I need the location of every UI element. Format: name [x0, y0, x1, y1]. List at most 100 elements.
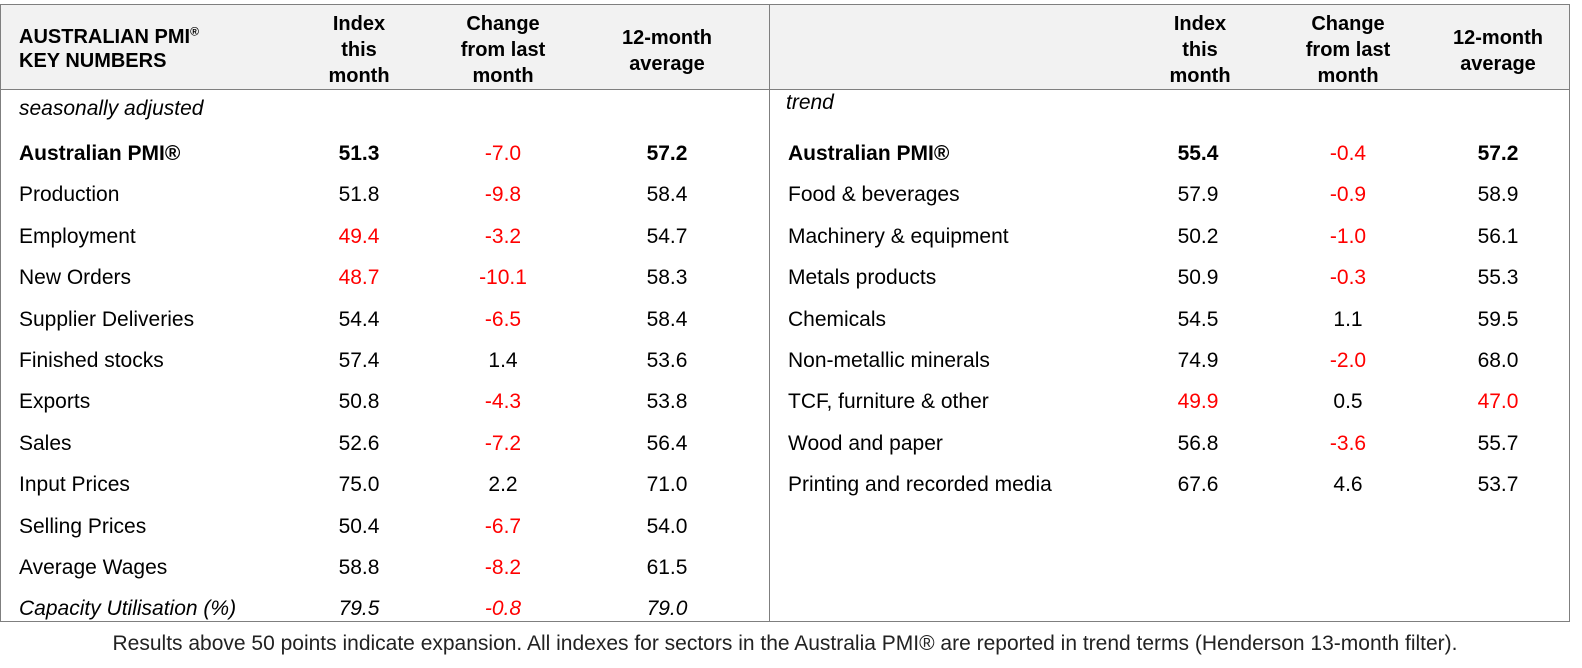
average-value: 57.2	[646, 142, 688, 165]
row-label: Australian PMI®	[788, 142, 950, 165]
table-row: New Orders 48.7 -10.1 58.3	[1, 258, 769, 299]
index-value: 51.3	[338, 142, 380, 165]
average-value: 53.8	[646, 390, 688, 414]
table-row: Supplier Deliveries 54.4 -6.5 58.4	[1, 300, 769, 341]
registered-mark: ®	[190, 24, 199, 39]
pmi-key-numbers-table: AUSTRALIAN PMI® KEY NUMBERS Index this mon…	[0, 4, 1570, 622]
row-label: Machinery & equipment	[788, 224, 1009, 248]
average-value: 71.0	[646, 473, 688, 497]
left-header-row: AUSTRALIAN PMI® KEY NUMBERS Index this mon…	[1, 5, 769, 90]
average-value: 47.0	[1477, 390, 1519, 414]
row-label: Chemicals	[788, 307, 887, 331]
change-value: -0.8	[484, 597, 522, 621]
title-line-1: AUSTRALIAN PMI	[19, 26, 191, 48]
change-value: -2.0	[1329, 349, 1367, 372]
table-row: Selling Prices 50.4 -6.7 54.0	[1, 507, 769, 548]
row-label: Wood and paper	[788, 431, 943, 455]
table-row: Input Prices 75.0 2.2 71.0	[1, 465, 769, 506]
index-value: 50.9	[1177, 266, 1219, 290]
average-value: 58.3	[646, 266, 688, 290]
index-value: 58.8	[338, 556, 380, 579]
title-line-2: KEY NUMBERS	[19, 50, 167, 72]
average-value: 68.0	[1477, 349, 1519, 372]
average-value: 56.1	[1477, 224, 1519, 248]
row-label: Supplier Deliveries	[19, 307, 195, 331]
row-label: Capacity Utilisation (%)	[19, 597, 237, 621]
index-value: 49.4	[338, 224, 380, 248]
table-row: Australian PMI® 51.3 -7.0 57.2	[1, 134, 769, 175]
footnote: Results above 50 points indicate expansi…	[112, 632, 1458, 655]
average-value: 56.4	[646, 431, 688, 455]
change-value: -0.3	[1329, 266, 1367, 290]
change-value: -3.6	[1329, 431, 1367, 455]
change-value: -0.4	[1329, 142, 1367, 165]
change-value: -4.3	[484, 390, 522, 414]
table-row: Finished stocks 57.4 1.4 53.6	[1, 341, 769, 382]
row-label: Food & beverages	[788, 183, 960, 207]
header-index-this-month: Index this month	[328, 13, 390, 87]
seasonally-adjusted-label: seasonally adjusted	[19, 97, 204, 120]
table-row: Capacity Utilisation (%) 79.5 -0.8 79.0	[1, 589, 769, 630]
header-change-from-last-month: Change from last month	[460, 13, 546, 87]
average-value: 57.2	[1477, 142, 1519, 165]
index-value: 74.9	[1177, 349, 1219, 372]
change-value: -0.9	[1329, 183, 1367, 207]
change-value: 2.2	[488, 473, 518, 497]
index-value: 54.4	[338, 307, 380, 331]
change-value: -7.2	[484, 431, 522, 455]
index-value: 55.4	[1177, 142, 1219, 165]
average-value: 61.5	[646, 556, 688, 579]
header-index-this-month-trend: Index this month	[1169, 13, 1231, 87]
header-12-month-average-trend: 12-month average	[1453, 27, 1543, 75]
index-value: 57.4	[338, 349, 380, 372]
table-row: Chemicals 54.5 1.1 59.5	[770, 300, 1569, 341]
change-value: 0.5	[1333, 390, 1363, 414]
index-value: 51.8	[338, 183, 380, 207]
index-value: 75.0	[338, 473, 380, 497]
row-label: Metals products	[788, 266, 937, 290]
index-value: 57.9	[1177, 183, 1219, 207]
table-row: Sales 52.6 -7.2 56.4	[1, 424, 769, 465]
index-value: 50.2	[1177, 224, 1219, 248]
index-value: 50.4	[338, 514, 380, 538]
index-value: 67.6	[1177, 473, 1219, 497]
row-label: Non-metallic minerals	[788, 349, 990, 372]
average-value: 58.4	[646, 307, 688, 331]
table-row: Employment 49.4 -3.2 54.7	[1, 217, 769, 258]
table-row: Metals products 50.9 -0.3 55.3	[770, 258, 1569, 299]
average-value: 58.4	[646, 183, 688, 207]
average-value: 79.0	[646, 597, 688, 621]
index-value: 50.8	[338, 390, 380, 414]
change-value: 1.1	[1333, 307, 1363, 331]
index-value: 48.7	[338, 266, 380, 290]
index-value: 49.9	[1177, 390, 1219, 414]
change-value: -8.2	[484, 556, 522, 579]
right-header-row: Index this month Change from last month 12-m…	[770, 5, 1569, 90]
row-label: Average Wages	[19, 556, 168, 579]
row-label: Sales	[19, 431, 72, 455]
change-value: -7.0	[484, 142, 522, 165]
average-value: 55.7	[1477, 431, 1519, 455]
average-value: 55.3	[1477, 266, 1519, 290]
index-value: 56.8	[1177, 431, 1219, 455]
table-row: Australian PMI® 55.4 -0.4 57.2	[770, 134, 1569, 175]
row-label: New Orders	[19, 266, 132, 290]
index-value: 52.6	[338, 431, 380, 455]
change-value: -10.1	[479, 266, 527, 290]
index-value: 54.5	[1177, 307, 1219, 331]
change-value: -6.7	[484, 514, 522, 538]
table-row: Machinery & equipment 50.2 -1.0 56.1	[770, 217, 1569, 258]
average-value: 53.6	[646, 349, 688, 372]
change-value: 4.6	[1333, 473, 1363, 497]
average-value: 54.7	[646, 224, 688, 248]
change-value: 1.4	[488, 349, 518, 372]
table-row: Printing and recorded media 67.6 4.6 53.7	[770, 465, 1569, 506]
average-value: 54.0	[646, 514, 688, 538]
row-label: Exports	[19, 390, 91, 414]
average-value: 59.5	[1477, 307, 1519, 331]
change-value: -3.2	[484, 224, 522, 248]
header-12-month-average: 12-month average	[622, 27, 712, 75]
table-row: Exports 50.8 -4.3 53.8	[1, 382, 769, 423]
change-value: -6.5	[484, 307, 522, 331]
row-label: Finished stocks	[19, 349, 164, 372]
